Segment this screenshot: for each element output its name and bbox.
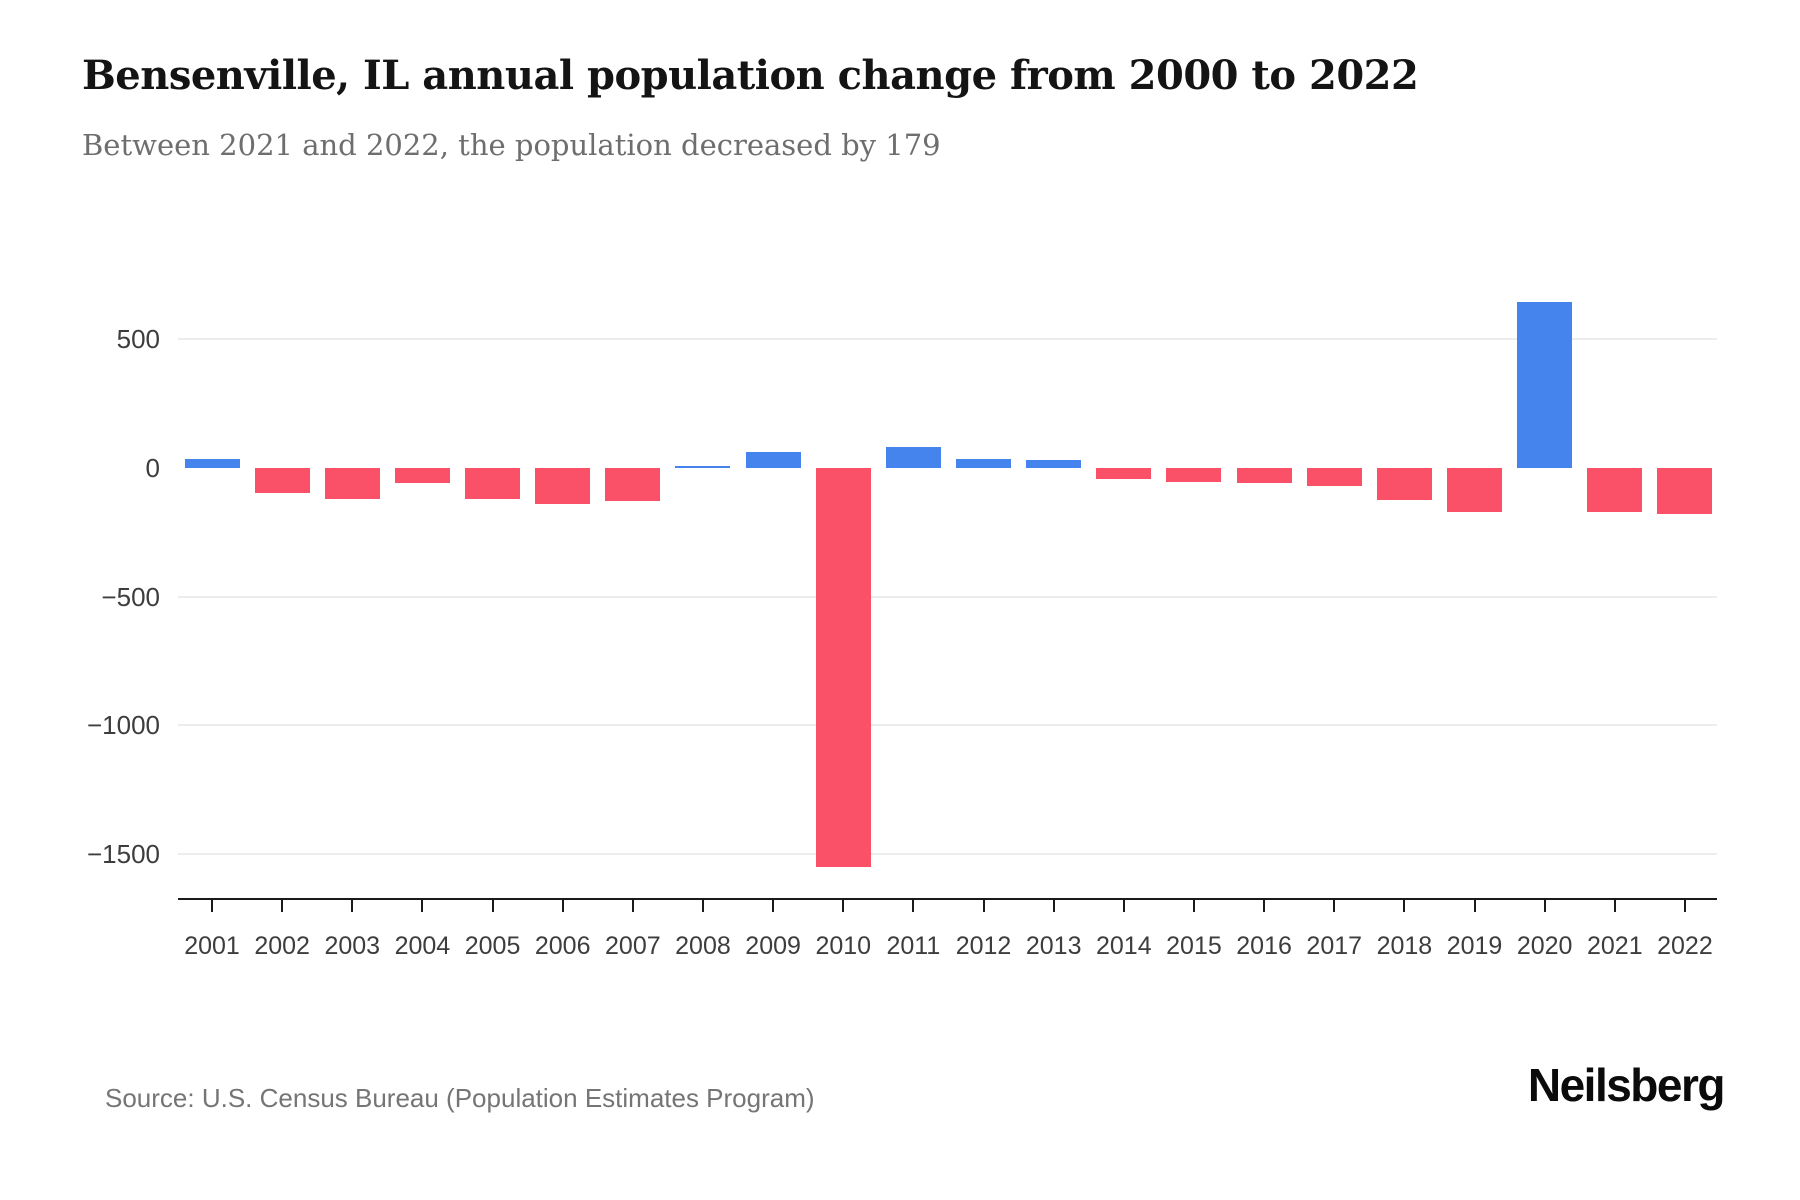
x-axis-label-2008: 2008 [675, 932, 731, 960]
x-axis-tick-2020 [1543, 898, 1546, 912]
x-axis-label-2006: 2006 [534, 932, 591, 960]
bar-2008[interactable] [675, 465, 731, 468]
x-axis-label-2017: 2017 [1306, 932, 1363, 960]
x-axis-tick-2002 [281, 898, 284, 912]
bar-2017[interactable] [1306, 467, 1362, 486]
x-axis-label-2016: 2016 [1236, 932, 1292, 960]
bar-2005[interactable] [465, 467, 521, 499]
x-axis-tick-2004 [421, 898, 424, 912]
chart-title: Bensenville, IL annual population change… [82, 52, 1419, 99]
x-axis-tick-2021 [1613, 898, 1616, 912]
x-axis-tick-2003 [351, 898, 354, 912]
bar-2019[interactable] [1447, 467, 1503, 512]
x-axis-tick-2016 [1263, 898, 1266, 912]
bar-2009[interactable] [745, 452, 801, 468]
y-axis-tick-label: −1000 [86, 710, 160, 741]
x-axis-label-2018: 2018 [1376, 932, 1433, 960]
x-axis-tick-2008 [701, 898, 704, 912]
x-axis-label-2012: 2012 [955, 932, 1012, 960]
bar-2013[interactable] [1026, 459, 1082, 468]
x-axis-tick-2006 [561, 898, 564, 912]
x-axis-label-2003: 2003 [324, 932, 381, 960]
bar-2006[interactable] [535, 467, 591, 504]
x-axis-tick-2005 [491, 898, 494, 912]
x-axis-line [178, 898, 1717, 900]
source-text: Source: U.S. Census Bureau (Population E… [105, 1083, 815, 1113]
chart-subtitle: Between 2021 and 2022, the population de… [82, 128, 941, 162]
bar-2010[interactable] [815, 467, 871, 868]
x-axis-tick-2017 [1333, 898, 1336, 912]
gridline--1000 [178, 724, 1717, 727]
x-axis-label-2004: 2004 [394, 932, 451, 960]
x-axis-tick-2015 [1192, 898, 1195, 912]
x-axis-label-2013: 2013 [1025, 932, 1082, 960]
plot-area [178, 250, 1717, 912]
x-axis-tick-2022 [1683, 898, 1686, 912]
y-axis-tick-label: 0 [145, 452, 160, 483]
bar-2020[interactable] [1517, 301, 1573, 468]
bar-2012[interactable] [956, 458, 1012, 468]
bar-2003[interactable] [324, 467, 380, 499]
x-axis-label-2007: 2007 [605, 932, 661, 960]
bar-2015[interactable] [1166, 467, 1222, 482]
y-axis-tick-label: 500 [116, 323, 160, 354]
x-axis-label-2002: 2002 [254, 932, 310, 960]
x-axis-label-2009: 2009 [745, 932, 801, 960]
bar-2021[interactable] [1587, 467, 1643, 512]
x-axis-tick-2010 [842, 898, 845, 912]
x-axis-label-2019: 2019 [1446, 932, 1503, 960]
x-axis-label-2015: 2015 [1166, 932, 1222, 960]
x-axis-label-2005: 2005 [464, 932, 521, 960]
bar-2002[interactable] [254, 467, 310, 494]
x-axis-tick-2011 [912, 898, 915, 912]
x-axis-label-2001: 2001 [184, 932, 240, 960]
x-axis-tick-2009 [772, 898, 775, 912]
x-axis-tick-2012 [982, 898, 985, 912]
y-axis-tick-label: −500 [101, 581, 160, 612]
y-axis-tick-label: −1500 [86, 839, 160, 870]
x-axis-label-2022: 2022 [1657, 932, 1713, 960]
bar-2007[interactable] [605, 467, 661, 502]
x-axis-tick-2013 [1052, 898, 1055, 912]
bar-2014[interactable] [1096, 467, 1152, 480]
bar-2011[interactable] [885, 447, 941, 468]
x-axis-tick-2014 [1122, 898, 1125, 912]
bar-2016[interactable] [1236, 467, 1292, 484]
gridline--500 [178, 595, 1717, 598]
x-axis-label-2011: 2011 [886, 932, 941, 960]
x-axis-label-2014: 2014 [1096, 932, 1152, 960]
neilsberg-logo: Neilsberg [1527, 1059, 1726, 1111]
gridline--1500 [178, 853, 1717, 856]
gridline-500 [178, 337, 1717, 340]
bar-2018[interactable] [1376, 467, 1432, 500]
bar-2022[interactable] [1657, 467, 1713, 514]
bar-2001[interactable] [184, 458, 240, 468]
x-axis-tick-2019 [1473, 898, 1476, 912]
x-axis-tick-2007 [631, 898, 634, 912]
x-axis-tick-2001 [211, 898, 213, 912]
x-axis-label-2020: 2020 [1516, 932, 1573, 960]
bar-2004[interactable] [394, 467, 450, 484]
x-axis-label-2021: 2021 [1586, 932, 1643, 960]
x-axis-tick-2018 [1403, 898, 1406, 912]
x-axis-label-2010: 2010 [815, 932, 872, 960]
